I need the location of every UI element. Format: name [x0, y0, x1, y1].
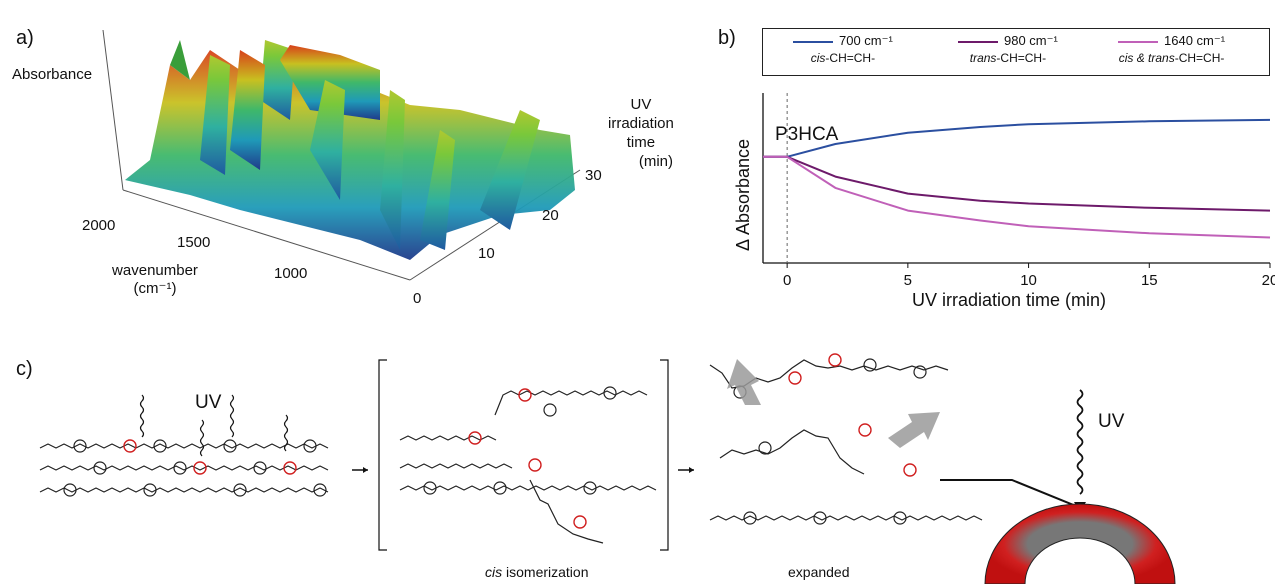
time-label-line: time [626, 134, 656, 151]
x-tick-label: 10 [1020, 272, 1037, 289]
series-line [763, 118, 1271, 158]
y-axis-label: Δ Absorbance [733, 139, 753, 251]
sample-label: P3HCA [775, 124, 839, 145]
arrow-head [689, 467, 694, 473]
cis-caption: cis isomerization [485, 564, 589, 580]
absorbance-axis-label: Absorbance [12, 66, 93, 83]
wavenumber-label: wavenumber (cm⁻¹) [110, 262, 200, 297]
uv-arrows [139, 394, 289, 457]
legend-sub: cis-CH=CH- [793, 51, 893, 65]
legend-item-700: 700 cm⁻¹ cis-CH=CH- [793, 33, 893, 65]
legend: 700 cm⁻¹ cis-CH=CH- 980 cm⁻¹ trans-CH=CH… [762, 28, 1270, 76]
expansion-arrow-right [888, 412, 940, 448]
ridge [380, 90, 405, 250]
ridge [310, 80, 345, 200]
y-tick: 10 [478, 245, 495, 262]
y-tick: 30 [585, 167, 602, 184]
panel-c-letter: c) [16, 358, 33, 380]
panel-b-letter: b) [718, 27, 736, 49]
absorbance-time-chart: Δ Absorbance P3HCA 0 5 10 15 20 [733, 93, 1275, 289]
arrow-head [363, 467, 368, 473]
legend-swatch [958, 40, 998, 43]
x-tick-label: 15 [1141, 272, 1158, 289]
series-line [763, 155, 1271, 212]
polymer-chains-cis [399, 386, 657, 544]
x-tick: 2000 [82, 217, 115, 234]
legend-sub: cis & trans-CH=CH- [1118, 51, 1225, 65]
panel-a-letter: a) [16, 27, 34, 49]
x-tick-label: 5 [904, 272, 912, 289]
polymer-chains-initial [39, 439, 329, 497]
ridge [200, 55, 230, 175]
legend-item-1640: 1640 cm⁻¹ cis & trans-CH=CH- [1118, 33, 1225, 65]
arrow-to-ring [940, 479, 1099, 516]
time-label-line: irradiation [608, 115, 674, 132]
time-axis-label: UV irradiation time (min) [608, 95, 674, 171]
waterfall-3d-plot: 30 20 10 0 2000 1500 1000 [82, 29, 602, 307]
x-tick: 1000 [274, 265, 307, 282]
x-tick-label: 0 [783, 272, 791, 289]
legend-swatch [1118, 40, 1158, 43]
series-line [763, 155, 1271, 239]
red-segments-cis [468, 388, 587, 529]
x-axis-line [122, 189, 411, 281]
y-tick: 20 [542, 207, 559, 224]
legend-value: 700 cm⁻¹ [839, 33, 893, 48]
legend-swatch [793, 40, 833, 43]
legend-suffix: -CH=CH- [1174, 51, 1225, 65]
ring-uv-label: UV [1098, 411, 1125, 432]
x-tick-label: 20 [1262, 272, 1275, 289]
bracket-left [378, 359, 387, 551]
ridge [230, 50, 265, 170]
legend-prefix: cis & trans [1118, 51, 1175, 65]
uv-label: UV [195, 392, 222, 413]
legend-prefix: trans [969, 51, 997, 65]
legend-value: 980 cm⁻¹ [1004, 33, 1058, 48]
ridge [170, 40, 190, 80]
expansion-arrow-left [727, 359, 761, 405]
red-segments-expanded [788, 353, 917, 477]
wavenumber-unit: (cm⁻¹) [133, 280, 177, 297]
x-axis-label: UV irradiation time (min) [912, 290, 1107, 310]
time-label-line: (min) [638, 153, 674, 170]
time-label-line: UV [630, 96, 652, 113]
legend-suffix: -CH=CH- [825, 51, 876, 65]
expanded-caption: expanded [788, 564, 850, 580]
scheme-isomerization: UV cis isomerization expanded UV [39, 353, 1176, 584]
x-tick: 1500 [177, 234, 210, 251]
ridge [420, 130, 455, 250]
wavenumber-text: wavenumber [112, 262, 198, 279]
bracket-right [660, 359, 669, 551]
legend-suffix: -CH=CH- [996, 51, 1047, 65]
y-tick: 0 [413, 290, 421, 307]
legend-item-980: 980 cm⁻¹ trans-CH=CH- [958, 33, 1058, 65]
uv-wavy-arrow [1076, 389, 1084, 495]
ridge [480, 110, 540, 230]
legend-value: 1640 cm⁻¹ [1164, 33, 1226, 48]
legend-prefix: cis [810, 51, 826, 65]
legend-sub: trans-CH=CH- [958, 51, 1058, 65]
ring-cross-section [984, 503, 1176, 584]
z-axis-line [102, 29, 124, 191]
red-segments [123, 439, 297, 475]
